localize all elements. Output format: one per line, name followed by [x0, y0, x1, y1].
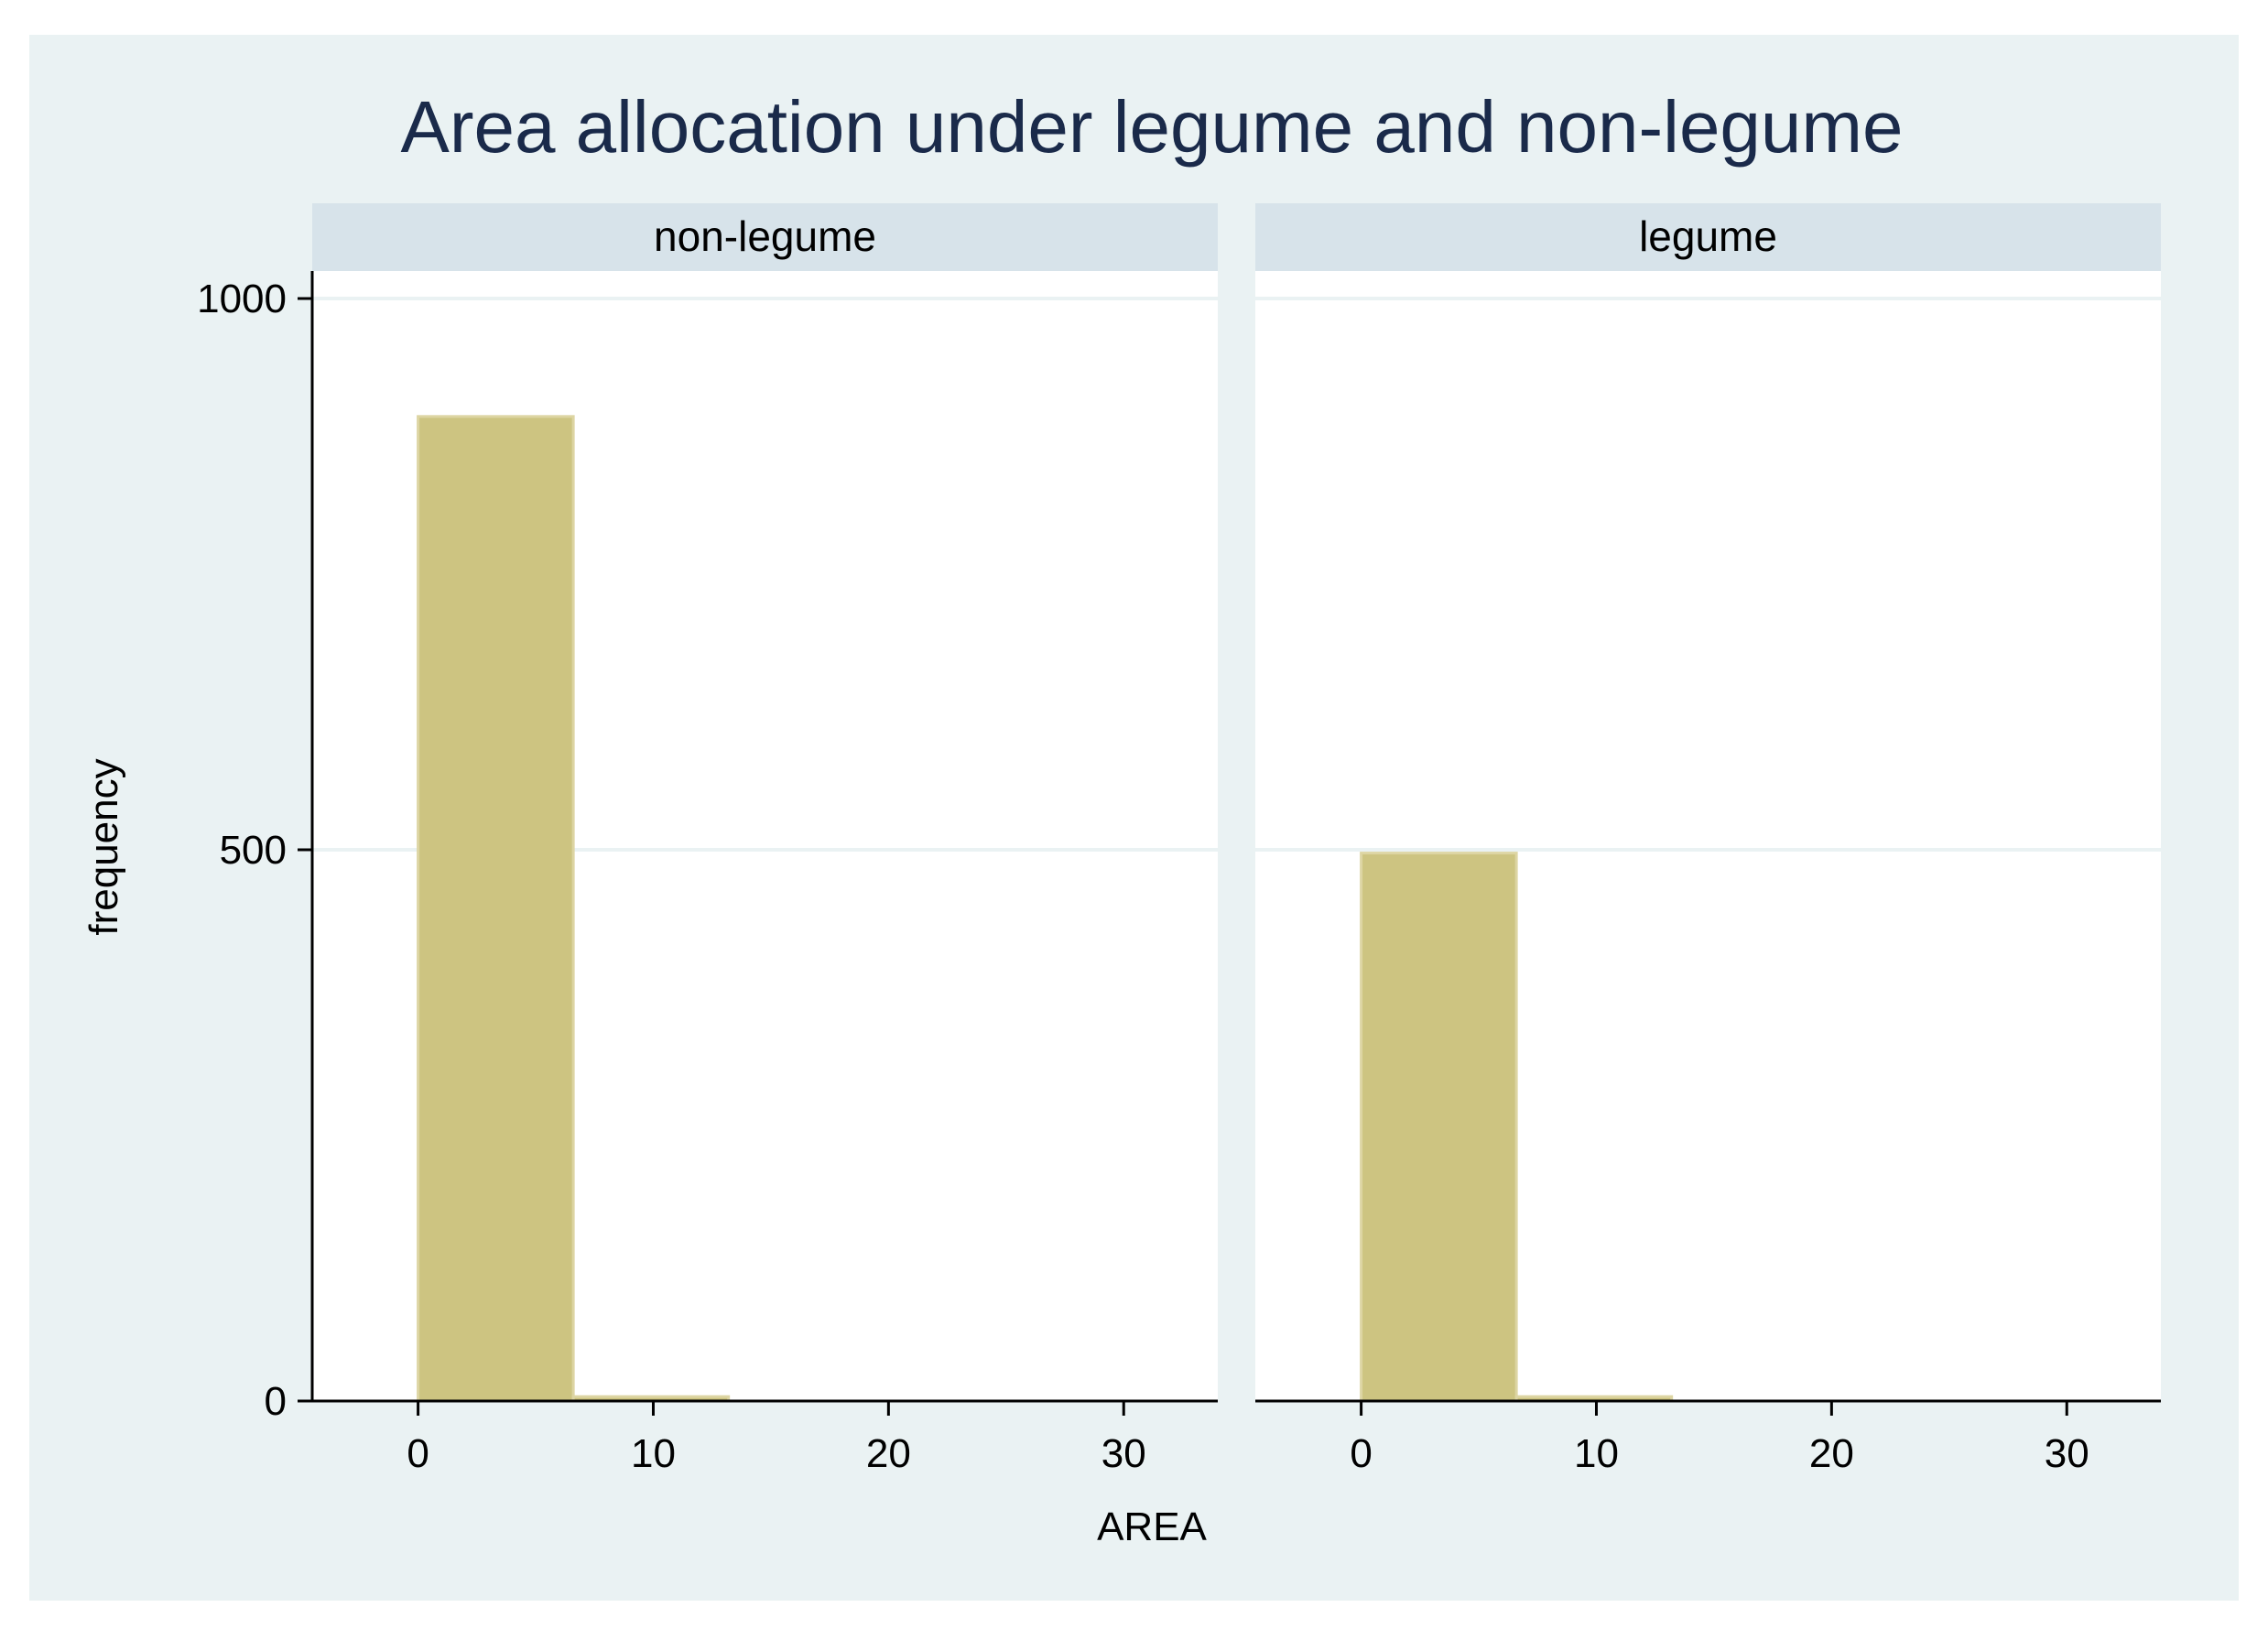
histogram-bar	[417, 415, 575, 1403]
chart-panels: non-legume 0 10 20 30 0 500 1000 legume 0 10 20 30	[197, 203, 2161, 1476]
panel-strip	[1255, 203, 2161, 271]
y-tick-label: 0	[265, 1379, 287, 1424]
y-tick-label: 1000	[197, 277, 287, 321]
panel-non-legume: non-legume 0 10 20 30 0 500 1000	[197, 203, 1218, 1476]
chart-title: Area allocation under legume and non-leg…	[400, 86, 1903, 168]
x-tick-label: 10	[1574, 1431, 1619, 1476]
panel-strip	[312, 203, 1218, 271]
x-tick-label: 30	[2045, 1431, 2089, 1476]
panel-legume: legume 0 10 20 30	[1255, 203, 2161, 1476]
y-tick-label: 500	[220, 828, 287, 873]
y-axis-label: frequency	[81, 758, 126, 935]
x-tick-label: 0	[1350, 1431, 1372, 1476]
x-tick-label: 20	[866, 1431, 911, 1476]
x-tick-label: 10	[631, 1431, 676, 1476]
panel-strip-label: legume	[1639, 212, 1777, 260]
x-tick-label: 20	[1809, 1431, 1854, 1476]
histogram-bar	[1360, 852, 1518, 1403]
x-tick-label: 0	[407, 1431, 429, 1476]
x-axis-label: AREA	[1097, 1504, 1207, 1549]
x-tick-label: 30	[1101, 1431, 1146, 1476]
panel-strip-label: non-legume	[654, 212, 876, 260]
